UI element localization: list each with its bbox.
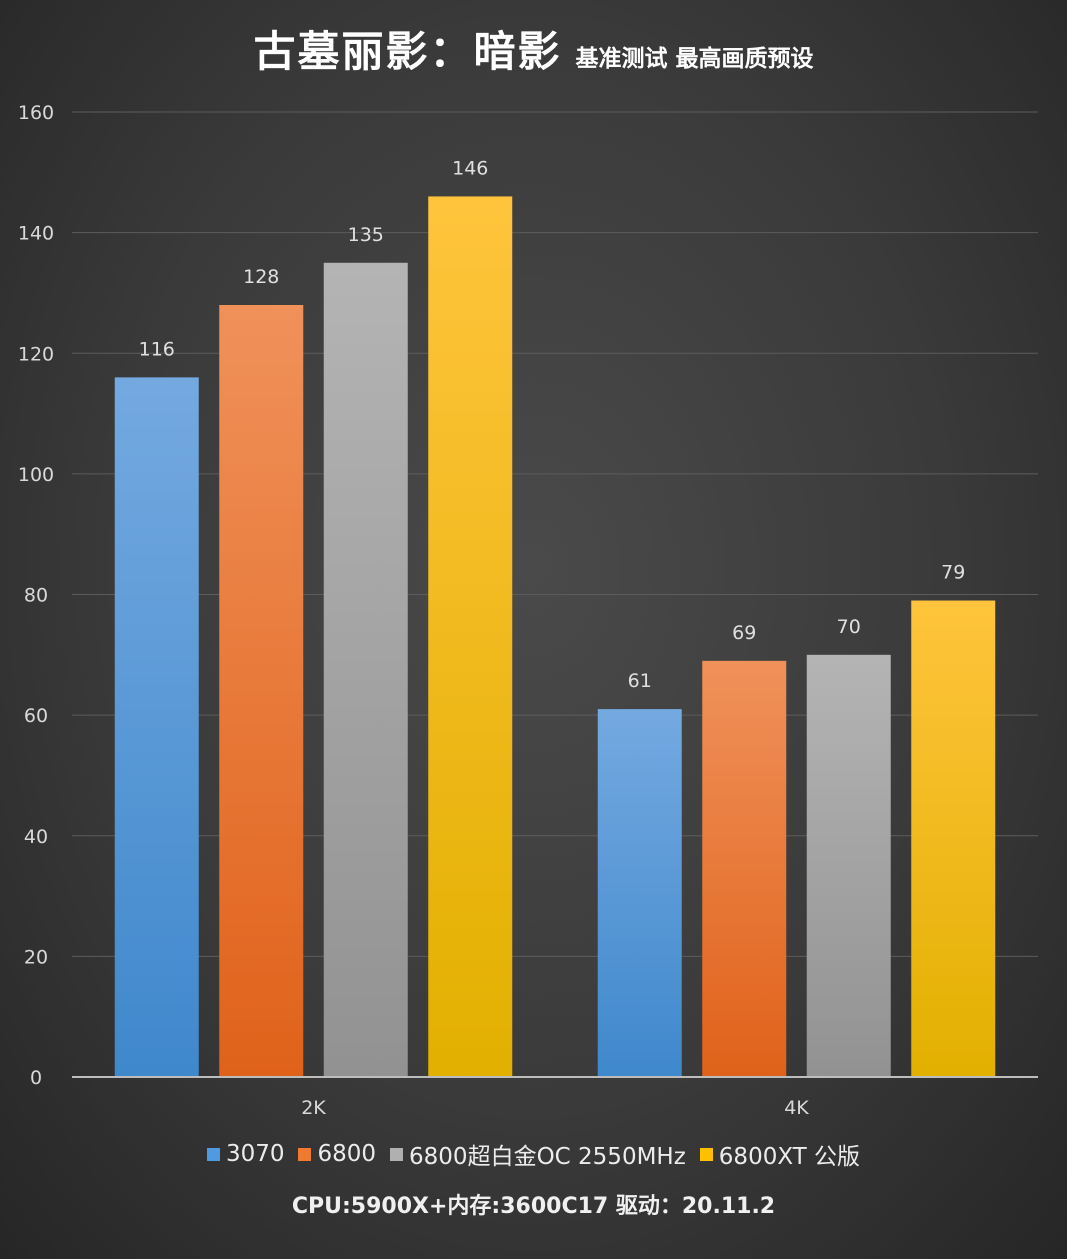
footer-note: CPU:5900X+内存:3600C17 驱动：20.11.2 [291,1194,776,1219]
bar-4K-6800超白金OC 2550MHz [806,654,891,1077]
data-label: 146 [452,157,488,179]
legend: 3070 6800 6800超白金OC 2550MHz 6800XT 公版 [0,1137,1067,1171]
bar-chart: 0 20 40 60 80 100 120 140 160 116 128 135 146 61 69 70… [18,102,1038,1119]
legend-label: 3070 [225,1141,285,1167]
y-tick-label: 100 [18,464,54,486]
data-label: 135 [348,224,384,246]
data-label: 79 [941,562,965,584]
bar-4K-6800 [702,660,787,1077]
x-tick-label: 2K [301,1097,326,1119]
y-tick-label: 80 [24,585,48,607]
gridlines [72,111,1038,957]
legend-item: 6800 [298,1141,376,1167]
data-label: 69 [732,622,756,644]
data-label: 116 [139,338,175,360]
bar-2K-6800超白金OC 2550MHz [323,262,408,1077]
legend-label: 6800XT 公版 [718,1144,861,1170]
chart-title: 古墓丽影：暗影 基准测试 最高画质预设 [0,18,1067,79]
legend-item: 6800XT 公版 [699,1137,861,1171]
bars [114,196,996,1077]
data-label: 61 [628,670,652,692]
y-tick-label: 140 [18,223,54,245]
y-axis-ticks: 0 20 40 60 80 100 120 140 160 [18,102,54,1089]
y-tick-label: 20 [24,946,48,968]
legend-swatch [206,1147,220,1161]
chart-title-sub: 基准测试 最高画质预设 [575,46,814,72]
bar-2K-6800XT 公版 [428,196,513,1077]
x-tick-label: 4K [784,1097,809,1119]
legend-item: 3070 [206,1141,285,1167]
legend-swatch [699,1147,713,1161]
x-axis-ticks: 2K 4K [301,1097,809,1119]
data-labels: 116 128 135 146 61 69 70 79 [139,157,966,692]
y-tick-label: 40 [24,826,48,848]
legend-item: 6800超白金OC 2550MHz [390,1137,686,1171]
data-label: 128 [243,266,279,288]
bar-4K-3070 [597,709,682,1077]
y-tick-label: 120 [18,343,54,365]
legend-swatch [298,1147,312,1161]
bar-2K-6800 [219,305,304,1077]
legend-swatch [390,1147,404,1161]
bar-2K-3070 [114,377,199,1077]
chart-title-main: 古墓丽影：暗影 [253,27,562,76]
y-tick-label: 0 [30,1067,42,1089]
data-label: 70 [837,616,861,638]
legend-label: 6800超白金OC 2550MHz [409,1144,686,1170]
legend-label: 6800 [317,1141,377,1167]
bar-4K-6800XT 公版 [911,600,996,1077]
y-tick-label: 60 [24,705,48,727]
y-tick-label: 160 [18,102,54,124]
